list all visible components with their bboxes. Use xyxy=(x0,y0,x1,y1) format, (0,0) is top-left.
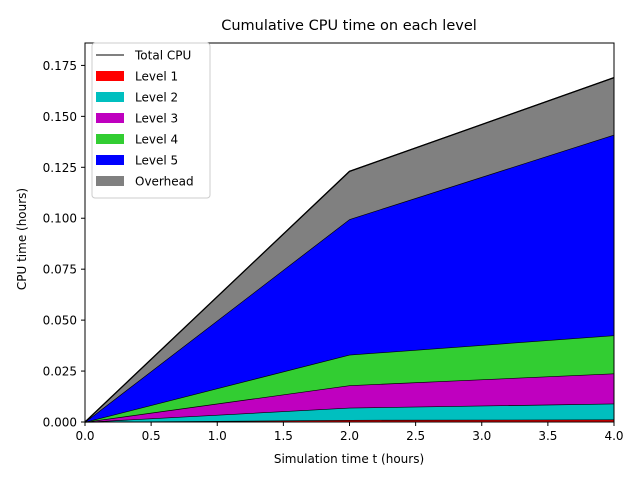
legend-swatch-level-5 xyxy=(96,155,124,165)
legend: Total CPU Level 1 Level 2 Level 3 Level 4 Lev… xyxy=(91,42,211,199)
total-cpu-line xyxy=(84,77,615,423)
legend-label-level-2: Level 2 xyxy=(135,91,178,105)
x-axis-label: Simulation time t (hours) xyxy=(274,452,424,466)
x-tick-label: 2.0 xyxy=(340,429,359,443)
x-tick-label: 1.0 xyxy=(208,429,227,443)
legend-label-total-cpu: Total CPU xyxy=(134,49,191,63)
y-tick-label: 0.050 xyxy=(43,314,77,328)
area-level-5 xyxy=(85,134,614,422)
y-tick-label: 0.000 xyxy=(43,416,77,430)
x-tick-label: 3.0 xyxy=(472,429,491,443)
y-tick-label: 0.025 xyxy=(43,365,77,379)
area-overhead xyxy=(85,77,614,423)
x-tick-label: 3.5 xyxy=(538,429,557,443)
legend-label-level-1: Level 1 xyxy=(135,70,178,84)
chart-title: Cumulative CPU time on each level xyxy=(221,18,477,34)
y-tick-label: 0.100 xyxy=(43,212,77,226)
legend-label-level-3: Level 3 xyxy=(135,112,178,126)
legend-swatch-level-4 xyxy=(96,134,124,144)
legend-label-level-5: Level 5 xyxy=(135,154,178,168)
x-tick-label: 0.0 xyxy=(75,429,94,443)
y-tick-label: 0.125 xyxy=(43,161,77,175)
x-tick-label: 0.5 xyxy=(142,429,161,443)
legend-swatch-level-3 xyxy=(96,113,124,123)
legend-label-overhead: Overhead xyxy=(135,175,194,189)
areas-layer xyxy=(84,77,615,423)
x-tick-label: 4.0 xyxy=(604,429,623,443)
y-axis-label: CPU time (hours) xyxy=(15,188,29,290)
legend-label-level-4: Level 4 xyxy=(135,133,178,147)
y-tick-label: 0.075 xyxy=(43,263,77,277)
legend-swatch-level-2 xyxy=(96,92,124,102)
x-tick-label: 2.5 xyxy=(406,429,425,443)
axes-layer: 0.0 0.5 1.0 1.5 2.0 2.5 3.0 3.5 4.0 0.000 0.025 0.0… xyxy=(43,42,624,443)
area-level-4 xyxy=(85,335,614,422)
x-tick-label: 1.5 xyxy=(274,429,293,443)
area-level-2 xyxy=(85,403,614,422)
legend-swatch-level-1 xyxy=(96,71,124,81)
y-tick-label: 0.150 xyxy=(43,110,77,124)
y-tick-label: 0.175 xyxy=(43,59,77,73)
legend-swatch-overhead xyxy=(96,176,124,186)
area-level-3 xyxy=(85,373,614,422)
